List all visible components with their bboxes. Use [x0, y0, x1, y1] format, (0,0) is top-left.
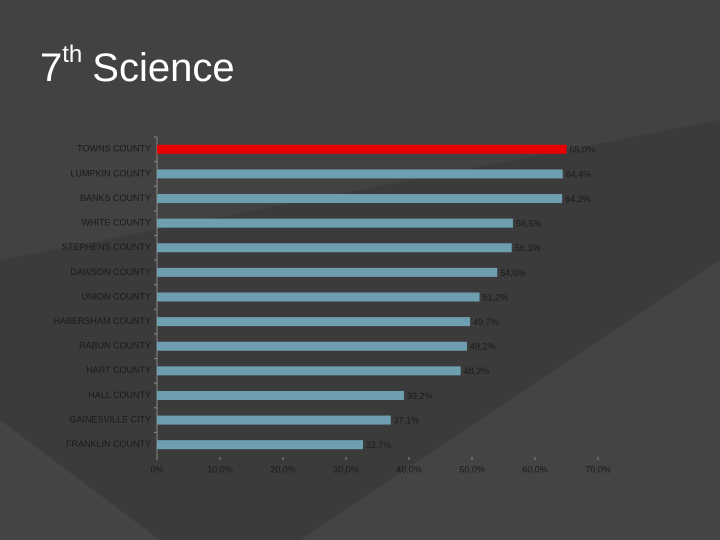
y-tick-label: HABERSHAM COUNTY	[53, 316, 151, 326]
plot: 0% 10,0% 20,0% 30,0% 40,0% 50,0% 60,0% 70,0% TOW…	[53, 136, 611, 474]
y-tick-label: FRANKLIN COUNTY	[66, 439, 151, 449]
data-label: 32,7%	[366, 440, 392, 450]
data-label: 49,7%	[473, 317, 499, 327]
bar	[157, 194, 563, 204]
y-tick-label: WHITE COUNTY	[82, 218, 152, 228]
data-label: 37,1%	[394, 415, 420, 425]
background-shape	[300, 260, 720, 540]
data-label: 51,2%	[483, 292, 509, 302]
data-label: 48,2%	[464, 366, 490, 376]
bar	[157, 341, 467, 351]
data-label: 64,4%	[566, 169, 592, 179]
x-tick-label: 0%	[150, 464, 163, 474]
data-label: 65,0%	[570, 145, 596, 155]
y-tick-label: STEPHENS COUNTY	[62, 242, 151, 252]
x-tick-label: 50,0%	[459, 464, 485, 474]
background-shape	[0, 420, 160, 540]
x-tick-label: 20,0%	[270, 464, 296, 474]
data-label: 56,3%	[515, 243, 541, 253]
x-tick-label: 40,0%	[396, 464, 422, 474]
x-tick-label: 10,0%	[207, 464, 233, 474]
data-label: 64,3%	[565, 194, 591, 204]
y-tick-label: BANKS COUNTY	[80, 193, 151, 203]
title-superscript: th	[62, 41, 82, 68]
y-tick-label: HALL COUNTY	[88, 390, 151, 400]
chart-title: 7th Science	[40, 41, 235, 89]
bar	[157, 218, 513, 228]
bar	[157, 366, 461, 376]
bar	[157, 440, 364, 450]
x-tick-label: 60,0%	[522, 464, 548, 474]
bar	[157, 390, 404, 400]
y-tick-label: UNION COUNTY	[82, 291, 152, 301]
bar	[157, 317, 471, 327]
bar	[157, 267, 498, 277]
data-label: 49,2%	[470, 342, 496, 352]
x-tick-label: 70,0%	[585, 464, 611, 474]
x-tick-label: 30,0%	[333, 464, 359, 474]
data-label: 54,0%	[500, 268, 526, 278]
data-label: 56,5%	[516, 219, 542, 229]
y-tick-label: RABUN COUNTY	[79, 341, 151, 351]
y-tick-label: HART COUNTY	[86, 365, 151, 375]
bar	[157, 292, 480, 302]
bar	[157, 169, 563, 179]
data-label: 39,2%	[407, 391, 433, 401]
bar	[157, 243, 512, 253]
title-number: 7	[40, 46, 62, 90]
title-text: Science	[92, 46, 234, 90]
bar	[157, 415, 391, 425]
bar	[157, 144, 567, 154]
y-tick-label: TOWNS COUNTY	[77, 144, 151, 154]
y-tick-label: GAINESVILLE CITY	[69, 414, 151, 424]
y-tick-label: DAWSON COUNTY	[70, 267, 151, 277]
y-tick-label: LUMPKIN COUNTY	[70, 168, 151, 178]
